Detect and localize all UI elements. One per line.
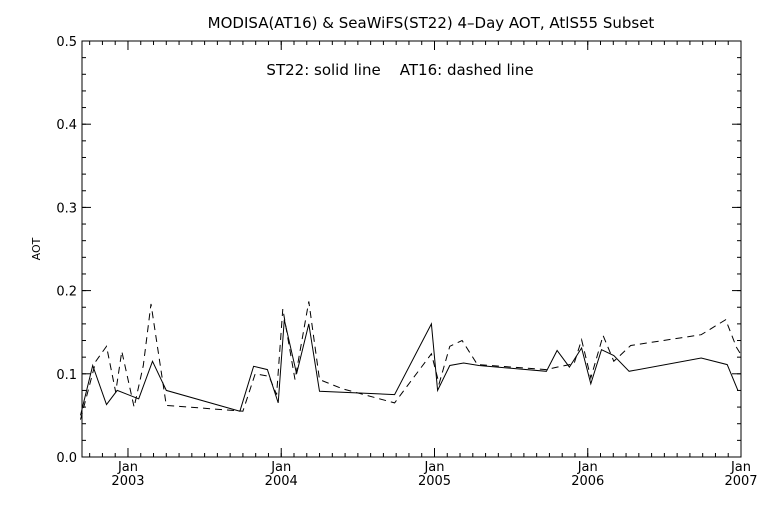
chart-title: MODISA(AT16) & SeaWiFS(ST22) 4–Day AOT, … xyxy=(208,14,655,32)
series-line-at16 xyxy=(80,301,742,420)
y-tick-label: 0.3 xyxy=(56,201,77,216)
series-layer xyxy=(80,301,742,420)
x-tick-month-label: Jan xyxy=(577,460,598,475)
x-tick-year-label: 2005 xyxy=(418,474,451,489)
x-tick-month-label: Jan xyxy=(730,460,751,475)
y-tick-label: 0.2 xyxy=(56,285,77,300)
x-tick-month-label: Jan xyxy=(117,460,138,475)
y-axis-label: AOT xyxy=(30,237,43,260)
legend-annotation: ST22: solid line AT16: dashed line xyxy=(266,61,533,79)
y-tick-label: 0.4 xyxy=(56,118,77,133)
x-tick-year-label: 2004 xyxy=(265,474,298,489)
x-tick-year-label: 2006 xyxy=(571,474,604,489)
y-tick-label: 0.5 xyxy=(56,35,77,50)
x-tick-month-label: Jan xyxy=(423,460,444,475)
y-tick-label: 0.1 xyxy=(56,368,77,383)
x-tick-year-label: 2003 xyxy=(111,474,144,489)
plot-frame xyxy=(81,40,742,458)
y-axis-ticks: 0.0 0.1 0.2 0.3 0.4 0.5 xyxy=(56,35,741,466)
x-tick-month-label: Jan xyxy=(270,460,291,475)
series-line-st22 xyxy=(80,319,739,416)
x-tick-year-label: 2007 xyxy=(724,474,757,489)
y-tick-label: 0.0 xyxy=(56,451,77,466)
